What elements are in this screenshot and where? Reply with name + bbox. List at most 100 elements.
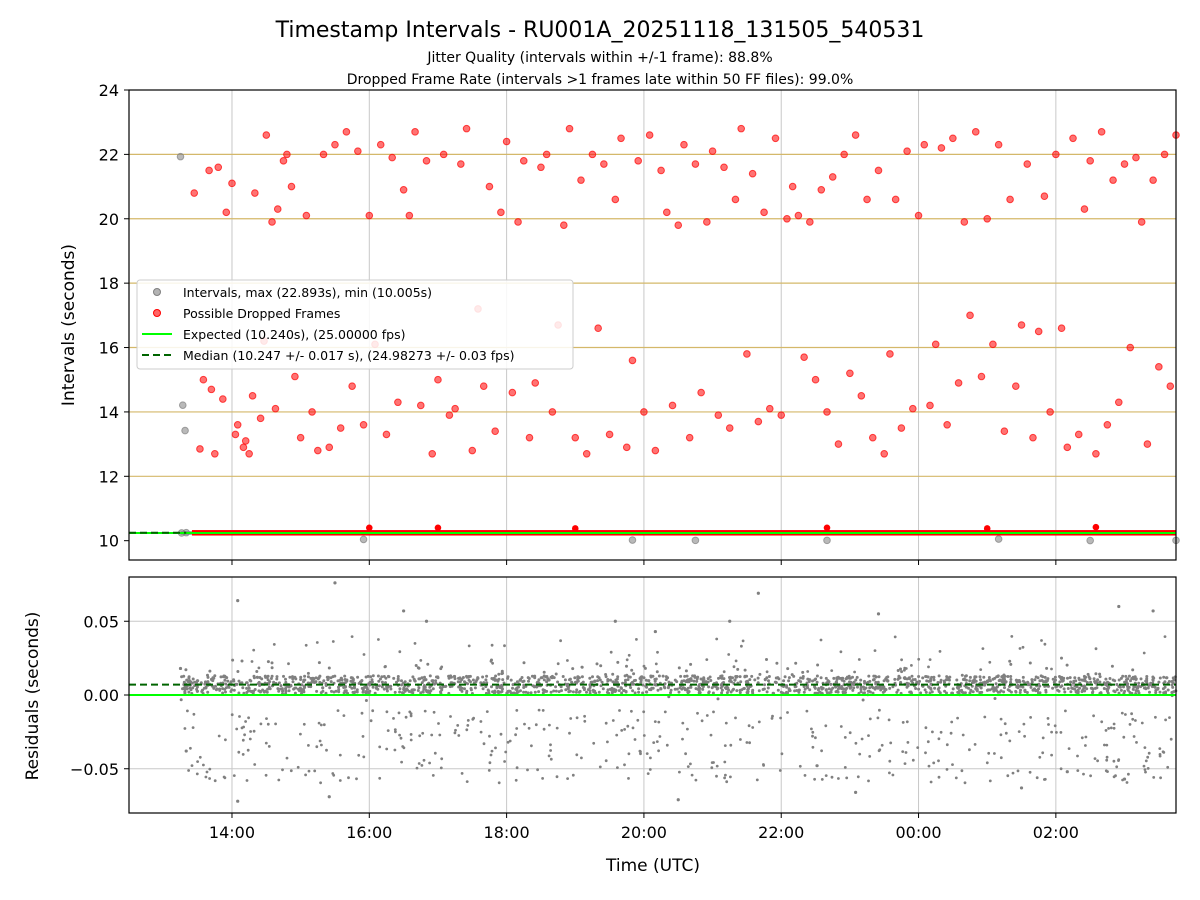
intervals-band-outlier	[823, 524, 831, 532]
residual-point	[542, 670, 546, 674]
residual-point	[983, 683, 987, 687]
residual-point	[188, 680, 192, 684]
intervals-red-point	[199, 375, 208, 384]
residual-point	[302, 722, 306, 726]
residual-point	[1069, 690, 1073, 694]
residual-point	[861, 698, 865, 702]
residual-point	[302, 688, 306, 692]
residual-point	[400, 691, 404, 695]
residual-point	[720, 688, 724, 692]
residual-point	[1114, 774, 1117, 778]
intervals-red-point	[760, 208, 768, 217]
residual-point	[392, 717, 395, 720]
residual-point	[1163, 680, 1167, 684]
residual-point	[1003, 677, 1006, 681]
residual-point	[841, 690, 845, 694]
residual-point	[428, 674, 432, 678]
residual-point	[1142, 651, 1146, 655]
residual-point	[993, 676, 997, 680]
residual-point	[755, 778, 759, 782]
residual-point	[514, 733, 517, 737]
residual-point	[419, 659, 423, 662]
residual-point	[642, 664, 646, 668]
residual-point	[411, 691, 415, 695]
intervals-red-point	[1132, 153, 1140, 162]
residual-point	[1144, 759, 1148, 763]
residual-point	[911, 758, 915, 762]
residual-point	[706, 680, 710, 684]
residual-point	[398, 687, 402, 691]
residual-point	[600, 680, 604, 684]
intervals-red-point	[245, 449, 253, 458]
chart-subtitle-jitter: Jitter Quality (intervals within +/-1 fr…	[426, 50, 772, 66]
residual-point	[926, 675, 930, 679]
intervals-red-point	[1029, 433, 1037, 442]
residual-point	[649, 756, 652, 760]
residual-point	[380, 675, 384, 679]
residual-point	[1073, 676, 1077, 680]
residual-point	[1052, 680, 1056, 684]
residual-point	[370, 680, 374, 684]
residual-point	[827, 691, 831, 695]
intervals-red-point	[287, 182, 296, 191]
residual-point	[491, 661, 494, 665]
residual-point	[393, 690, 397, 694]
residual-point	[924, 726, 928, 730]
residual-point	[863, 681, 867, 685]
intervals-red-point	[886, 350, 894, 358]
intervals-red-point	[1114, 398, 1123, 407]
residual-point	[1076, 769, 1080, 772]
residual-point	[835, 681, 839, 684]
residual-point	[1158, 754, 1162, 758]
residual-point	[360, 679, 364, 682]
intervals-red-point	[428, 449, 437, 458]
residual-point	[294, 686, 298, 690]
residual-point	[1078, 686, 1082, 690]
residual-point	[240, 659, 244, 663]
residual-point	[1143, 746, 1147, 749]
residual-point	[315, 745, 319, 749]
residual-point	[527, 679, 530, 683]
residual-point	[964, 685, 968, 689]
residual-point	[899, 667, 902, 671]
residual-point	[489, 659, 493, 663]
intervals-red-point	[388, 153, 396, 162]
residual-point	[963, 691, 967, 695]
residual-point	[815, 764, 819, 768]
residual-point	[554, 689, 558, 693]
residual-point	[494, 674, 498, 678]
residual-point	[212, 676, 216, 680]
residual-outlier-point	[236, 599, 240, 603]
residual-point	[385, 710, 389, 714]
residual-point	[684, 752, 687, 756]
residual-point	[1127, 674, 1131, 678]
residual-point	[396, 675, 400, 678]
residual-point	[712, 710, 715, 714]
residual-point	[950, 720, 954, 724]
intervals-red-point	[891, 195, 900, 204]
residual-point	[566, 659, 569, 662]
residual-point	[683, 686, 687, 690]
residual-point	[1033, 678, 1037, 682]
residual-point	[255, 670, 259, 673]
residual-point	[729, 775, 732, 779]
intervals-red-point	[1052, 150, 1060, 159]
residual-point	[196, 760, 200, 763]
residual-point	[1026, 681, 1030, 685]
residual-point	[529, 691, 533, 695]
residual-point	[806, 670, 810, 673]
residual-point	[981, 681, 985, 685]
residual-point	[968, 675, 972, 679]
residuals-y-ticks: −0.050.000.05	[70, 612, 129, 779]
residual-point	[722, 677, 726, 681]
residual-point	[466, 682, 470, 686]
residual-point	[669, 688, 673, 692]
residual-point	[825, 691, 829, 695]
residual-point	[183, 727, 187, 730]
residual-point	[917, 687, 921, 691]
intervals-red-point	[857, 392, 866, 400]
residual-outlier-point	[402, 609, 406, 613]
residual-point	[787, 679, 791, 683]
residual-point	[613, 688, 617, 692]
residual-point	[1162, 751, 1166, 754]
